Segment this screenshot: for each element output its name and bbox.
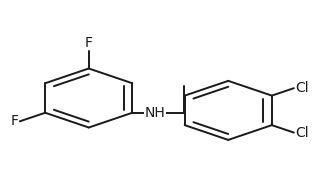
Text: Cl: Cl — [295, 126, 309, 140]
Text: Cl: Cl — [295, 81, 309, 95]
Text: F: F — [10, 114, 18, 128]
Text: NH: NH — [145, 106, 166, 120]
Text: F: F — [85, 36, 93, 50]
